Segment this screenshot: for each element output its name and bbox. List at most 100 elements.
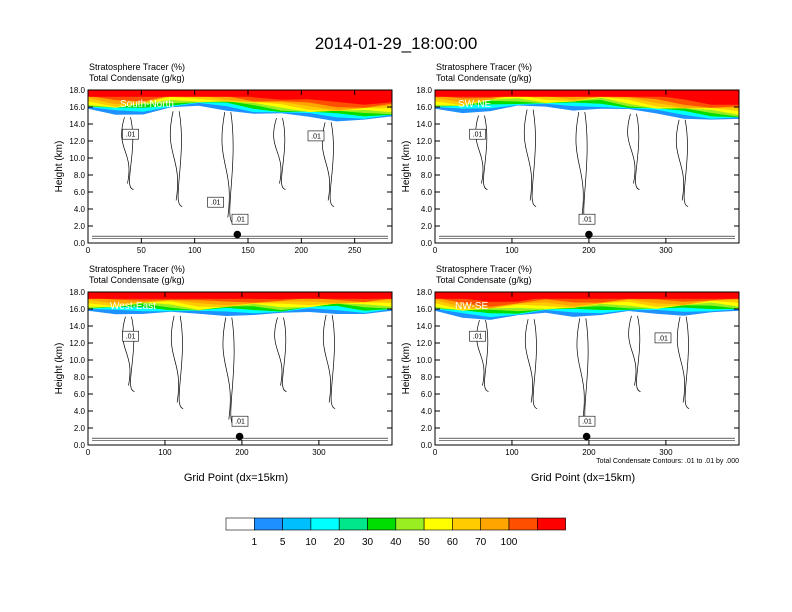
contour-label-box <box>122 128 139 140</box>
x-axis-label: Grid Point (dx=15km) <box>184 472 288 484</box>
y-tick-label: 10.0 <box>416 356 432 365</box>
contour-label-box <box>307 130 325 142</box>
plot-area: .01 .01 West-East 0.0 2.0 4.0 6.0 8.0 10.0 12.0 14… <box>54 288 393 484</box>
y-tick-label: 16.0 <box>69 103 85 112</box>
contour-label: .01 <box>235 419 245 426</box>
y-tick-label: 12.0 <box>69 339 85 348</box>
panel-south-north: Stratosphere Tracer (%) Total Condensate… <box>54 62 393 255</box>
x-tick-label: 100 <box>505 448 519 457</box>
contour-label-box <box>578 415 596 427</box>
contour-label-box <box>231 213 249 225</box>
panel-title-tracer: Stratosphere Tracer (%) <box>436 62 532 72</box>
colorbar-swatch <box>225 517 255 531</box>
contour-label-box <box>578 213 596 225</box>
contour-label: .01 <box>582 419 592 426</box>
y-tick-label: 8.0 <box>74 373 86 382</box>
y-tick-label: 14.0 <box>69 120 85 129</box>
y-tick-label: 16.0 <box>416 103 432 112</box>
tracer-band <box>88 90 392 97</box>
y-tick-label: 10.0 <box>69 356 85 365</box>
x-tick-label: 250 <box>348 246 362 255</box>
y-tick-label: 12.0 <box>416 137 432 146</box>
panel-sw-ne: Stratosphere Tracer (%) Total Condensate… <box>401 62 740 255</box>
y-tick-label: 0.0 <box>421 441 433 450</box>
location-marker <box>235 432 244 441</box>
section-label: SW-NE <box>458 99 491 110</box>
x-tick-label: 150 <box>241 246 255 255</box>
contour-label-box <box>654 332 672 344</box>
panel-nw-se: Stratosphere Tracer (%) Total Condensate… <box>401 264 740 484</box>
contour-label-box <box>122 330 139 342</box>
contour-label: .01 <box>126 334 136 341</box>
location-marker <box>585 230 593 239</box>
y-tick-label: 6.0 <box>421 390 433 399</box>
contour-label: .01 <box>211 200 221 207</box>
colorbar-swatch <box>338 517 368 531</box>
y-tick-label: 4.0 <box>421 407 433 416</box>
section-label: West-East <box>110 301 156 312</box>
y-tick-label: 4.0 <box>421 205 433 214</box>
x-tick-label: 100 <box>505 246 519 255</box>
y-tick-label: 6.0 <box>421 188 433 197</box>
y-tick-label: 4.0 <box>74 205 86 214</box>
colorbar-label: 40 <box>390 537 402 548</box>
condensate-contours <box>475 109 689 224</box>
x-tick-label: 300 <box>659 448 673 457</box>
tracer-band <box>88 292 392 299</box>
y-tick-label: 0.0 <box>421 239 433 248</box>
x-tick-label: 0 <box>86 246 91 255</box>
y-tick-label: 4.0 <box>74 407 86 416</box>
y-axis-label: Height (km) <box>54 141 65 193</box>
y-tick-label: 0.0 <box>74 441 86 450</box>
x-tick-label: 300 <box>312 448 326 457</box>
figure-title: 2014-01-29_18:00:00 <box>315 34 478 53</box>
panel-title-tracer: Stratosphere Tracer (%) <box>436 264 532 274</box>
y-tick-label: 12.0 <box>69 137 85 146</box>
colorbar-label: 20 <box>334 537 346 548</box>
panel-west-east: Stratosphere Tracer (%) Total Condensate… <box>54 264 393 484</box>
y-tick-label: 2.0 <box>74 424 86 433</box>
condensate-contours <box>476 315 690 426</box>
y-tick-label: 10.0 <box>69 154 85 163</box>
section-label: NW-SE <box>455 301 488 312</box>
colorbar-label: 5 <box>280 537 286 548</box>
contour-label: .01 <box>235 217 245 224</box>
x-tick-label: 0 <box>433 448 438 457</box>
x-tick-label: 0 <box>86 448 91 457</box>
colorbar-label: 70 <box>475 537 487 548</box>
panel-title-condensate: Total Condensate (g/kg) <box>436 73 532 83</box>
y-tick-label: 8.0 <box>421 373 433 382</box>
colorbar-swatch <box>536 517 566 531</box>
x-tick-label: 200 <box>235 448 249 457</box>
x-tick-label: 200 <box>582 448 596 457</box>
y-tick-label: 16.0 <box>69 305 85 314</box>
colorbar-swatch <box>480 517 510 531</box>
y-tick-label: 18.0 <box>416 288 432 297</box>
section-label: South-North <box>120 99 174 110</box>
contour-label-box <box>207 196 224 208</box>
plot-frame <box>434 89 740 244</box>
y-tick-label: 10.0 <box>416 154 432 163</box>
x-tick-label: 0 <box>433 246 438 255</box>
contour-label-box <box>469 128 486 140</box>
contour-label-box <box>469 330 486 342</box>
x-tick-label: 200 <box>582 246 596 255</box>
colorbar-swatch <box>508 517 538 531</box>
y-tick-label: 6.0 <box>74 188 86 197</box>
y-axis-label: Height (km) <box>54 343 65 395</box>
contour-label: .01 <box>473 334 483 341</box>
y-tick-label: 16.0 <box>416 305 432 314</box>
y-tick-label: 14.0 <box>416 322 432 331</box>
colorbar-swatch <box>452 517 481 531</box>
panel-title-tracer: Stratosphere Tracer (%) <box>89 62 185 72</box>
contour-label-box <box>231 415 249 427</box>
plot-frame <box>434 291 740 446</box>
x-tick-label: 100 <box>158 448 172 457</box>
contour-label: .01 <box>126 132 136 139</box>
y-tick-label: 2.0 <box>421 424 433 433</box>
y-tick-label: 8.0 <box>74 171 86 180</box>
x-tick-label: 200 <box>295 246 309 255</box>
y-tick-label: 18.0 <box>69 288 85 297</box>
tracer-band <box>435 90 739 97</box>
